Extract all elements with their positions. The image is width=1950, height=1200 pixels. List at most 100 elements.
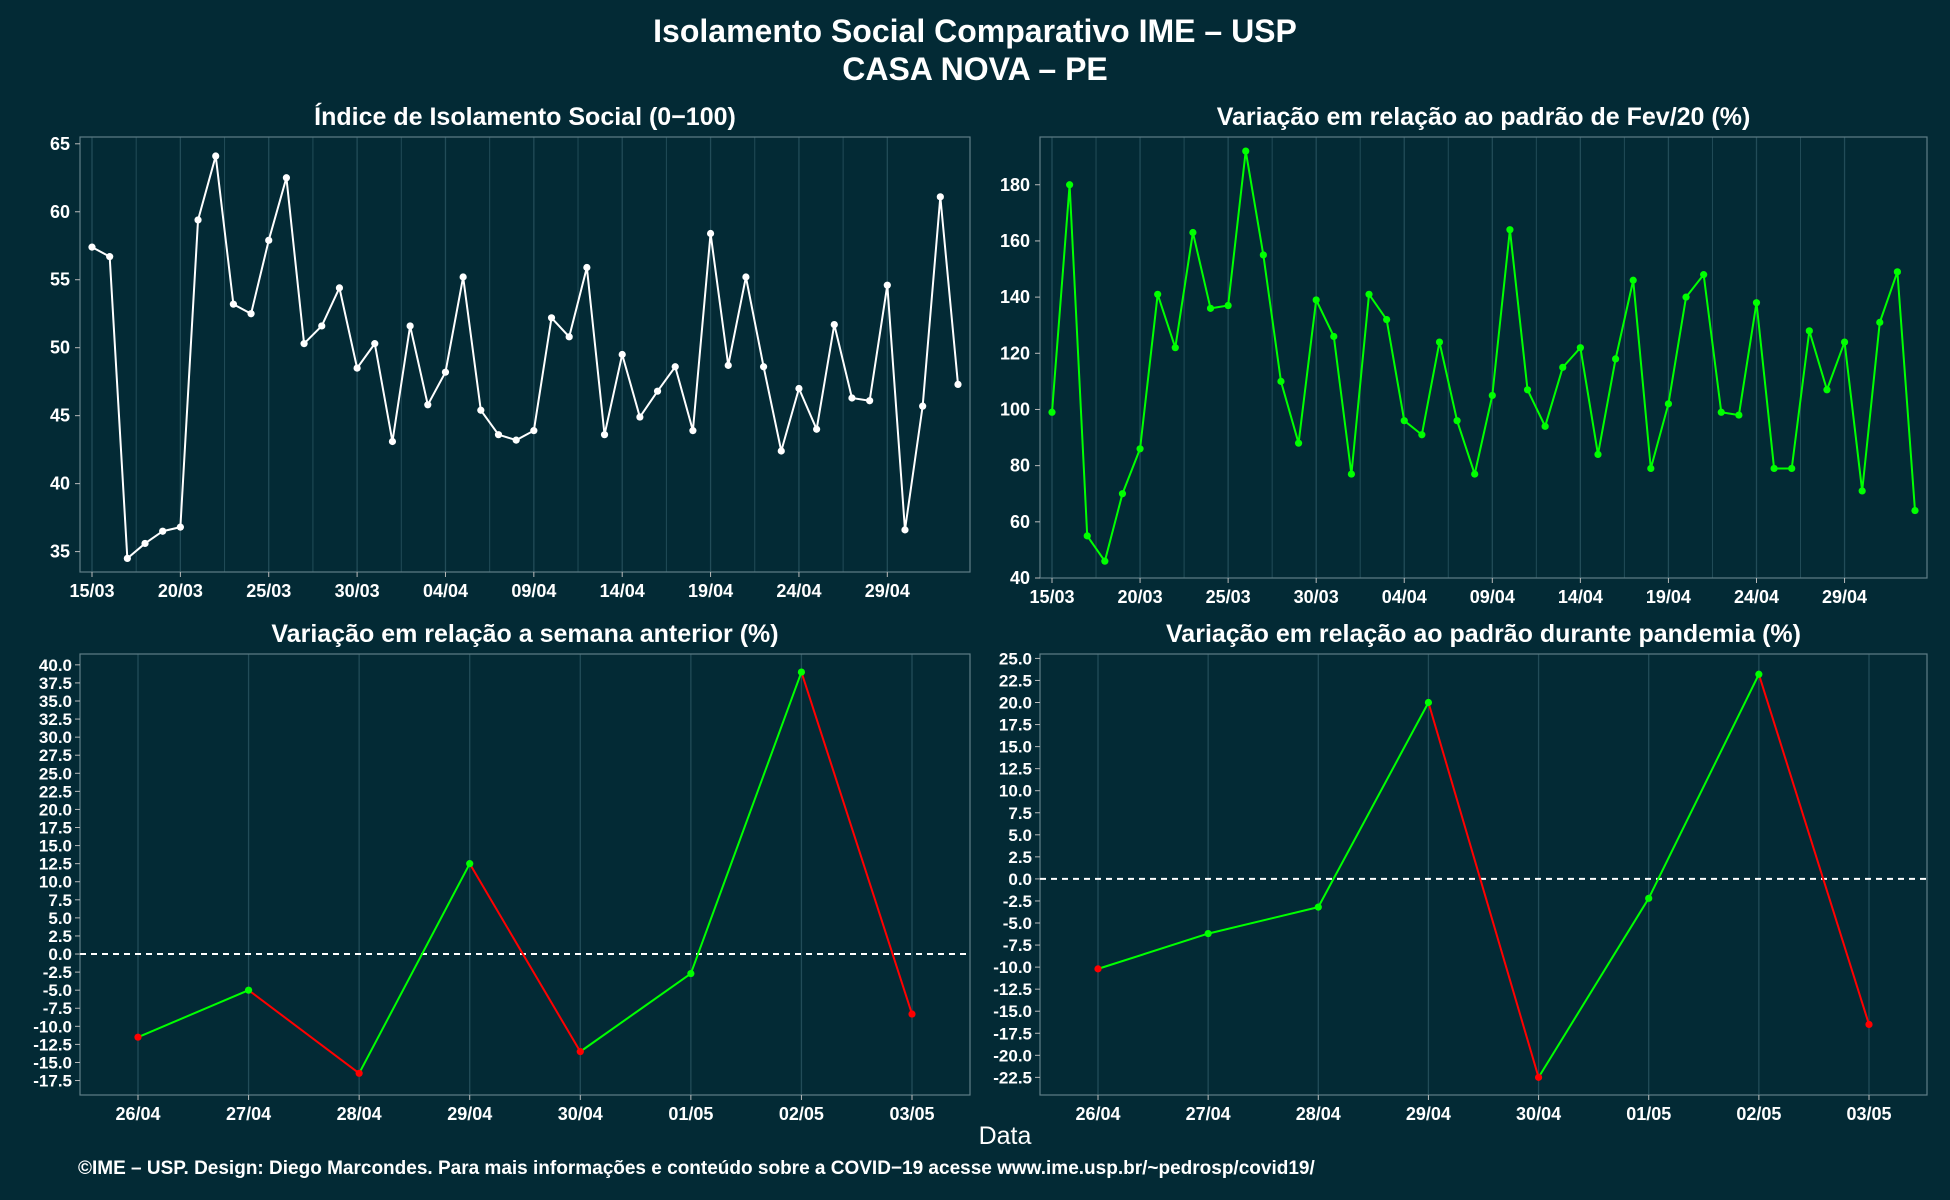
y-tick-label: -15.0 bbox=[33, 1053, 72, 1072]
data-point bbox=[265, 236, 273, 244]
data-point bbox=[1755, 670, 1763, 678]
y-tick-label: 20.0 bbox=[999, 694, 1032, 713]
data-point bbox=[1418, 431, 1426, 439]
x-tick-label: 02/05 bbox=[779, 1104, 824, 1124]
x-tick-label: 01/05 bbox=[1626, 1104, 1671, 1124]
data-point bbox=[653, 387, 662, 395]
x-tick-label: 14/04 bbox=[1558, 587, 1603, 607]
x-tick-label: 03/05 bbox=[1846, 1104, 1891, 1124]
data-point bbox=[353, 364, 361, 372]
x-tick-label: 25/03 bbox=[246, 581, 291, 601]
x-tick-label: 30/03 bbox=[335, 581, 380, 601]
panel-title: Índice de Isolamento Social (0−100) bbox=[314, 102, 736, 131]
y-tick-label: 40 bbox=[50, 474, 70, 494]
y-tick-label: 37.5 bbox=[39, 674, 72, 693]
data-point bbox=[1101, 557, 1109, 565]
data-point bbox=[247, 310, 255, 318]
data-point bbox=[106, 253, 114, 261]
y-tick-label: 12.5 bbox=[39, 855, 72, 874]
y-tick-label: 2.5 bbox=[48, 927, 72, 946]
data-point bbox=[1840, 338, 1849, 346]
data-point bbox=[134, 1033, 142, 1041]
y-tick-label: 15.0 bbox=[39, 837, 72, 856]
x-tick-label: 15/03 bbox=[69, 581, 114, 601]
x-tick-label: 26/04 bbox=[115, 1104, 160, 1124]
data-point bbox=[441, 368, 450, 376]
y-tick-label: -5.0 bbox=[1003, 914, 1032, 933]
footer-credit: ©IME – USP. Design: Diego Marcondes. Par… bbox=[78, 1158, 1315, 1179]
y-tick-label: 0.0 bbox=[48, 945, 72, 964]
data-point bbox=[300, 340, 308, 348]
y-tick-label: 80 bbox=[1010, 456, 1030, 476]
x-tick-label: 04/04 bbox=[1382, 587, 1427, 607]
data-point bbox=[176, 523, 184, 531]
data-point bbox=[901, 526, 909, 534]
data-point bbox=[1154, 290, 1162, 298]
data-point bbox=[936, 193, 944, 201]
data-point bbox=[388, 437, 397, 446]
data-point bbox=[1400, 417, 1408, 425]
data-point bbox=[565, 333, 573, 341]
y-tick-label: 17.5 bbox=[999, 716, 1032, 735]
data-point bbox=[1383, 315, 1391, 324]
x-tick-label: 29/04 bbox=[1406, 1104, 1451, 1124]
data-point bbox=[1259, 251, 1267, 259]
x-tick-label: 15/03 bbox=[1029, 587, 1074, 607]
plot-frame bbox=[79, 653, 971, 1096]
x-tick-label: 19/04 bbox=[688, 581, 733, 601]
data-point bbox=[636, 413, 644, 421]
data-point bbox=[530, 427, 538, 435]
panel-1: Índice de Isolamento Social (0−100) 35 40 4… bbox=[50, 102, 971, 601]
y-tick-label: 35 bbox=[50, 542, 70, 562]
panel-title: Variação em relação ao padrão durante pa… bbox=[1166, 620, 1801, 648]
y-tick-label: 22.5 bbox=[39, 782, 72, 801]
x-tick-label: 29/04 bbox=[447, 1104, 492, 1124]
main-title: Isolamento Social Comparativo IME – USP bbox=[653, 13, 1297, 49]
y-tick-label: 50 bbox=[50, 338, 70, 358]
y-tick-label: -17.5 bbox=[993, 1024, 1032, 1043]
x-tick-label: 03/05 bbox=[889, 1104, 934, 1124]
y-tick-label: -7.5 bbox=[1003, 936, 1032, 955]
x-tick-label: 24/04 bbox=[1734, 587, 1779, 607]
data-point bbox=[1700, 271, 1708, 279]
y-tick-label: 5.0 bbox=[48, 909, 72, 928]
data-point bbox=[1865, 1020, 1873, 1029]
data-point bbox=[848, 394, 856, 402]
y-tick-label: -12.5 bbox=[993, 980, 1032, 999]
plot-frame bbox=[1039, 653, 1928, 1096]
y-tick-label: 25.0 bbox=[999, 649, 1032, 668]
y-tick-label: 45 bbox=[50, 406, 70, 426]
data-point bbox=[1717, 408, 1725, 416]
data-point bbox=[1424, 698, 1433, 707]
y-tick-label: -20.0 bbox=[993, 1046, 1032, 1065]
data-point bbox=[1876, 318, 1884, 326]
data-point bbox=[459, 273, 467, 281]
data-point bbox=[1770, 464, 1778, 473]
data-point bbox=[1541, 422, 1549, 430]
x-tick-label: 27/04 bbox=[226, 1104, 271, 1124]
x-tick-label: 28/04 bbox=[1296, 1104, 1341, 1124]
y-tick-label: 140 bbox=[1000, 287, 1030, 307]
x-tick-label: 24/04 bbox=[776, 581, 821, 601]
y-tick-label: 7.5 bbox=[1008, 804, 1032, 823]
data-point bbox=[212, 152, 220, 160]
x-tick-label: 29/04 bbox=[865, 581, 910, 601]
data-point bbox=[194, 216, 202, 224]
y-tick-label: 17.5 bbox=[39, 819, 72, 838]
data-point bbox=[1647, 464, 1655, 473]
segment-falling bbox=[800, 671, 913, 1015]
segment-falling bbox=[1757, 673, 1870, 1025]
series-line bbox=[91, 155, 959, 561]
x-tick-label: 20/03 bbox=[158, 581, 203, 601]
y-tick-label: 100 bbox=[1000, 399, 1030, 419]
data-point bbox=[600, 431, 609, 439]
data-point bbox=[123, 554, 131, 563]
data-point bbox=[689, 427, 697, 435]
x-tick-label: 27/04 bbox=[1186, 1104, 1231, 1124]
y-tick-label: 180 bbox=[1000, 175, 1030, 195]
y-tick-label: 32.5 bbox=[39, 710, 72, 729]
x-tick-label: 14/04 bbox=[600, 581, 645, 601]
data-point bbox=[229, 300, 237, 308]
data-point bbox=[1534, 1073, 1543, 1081]
